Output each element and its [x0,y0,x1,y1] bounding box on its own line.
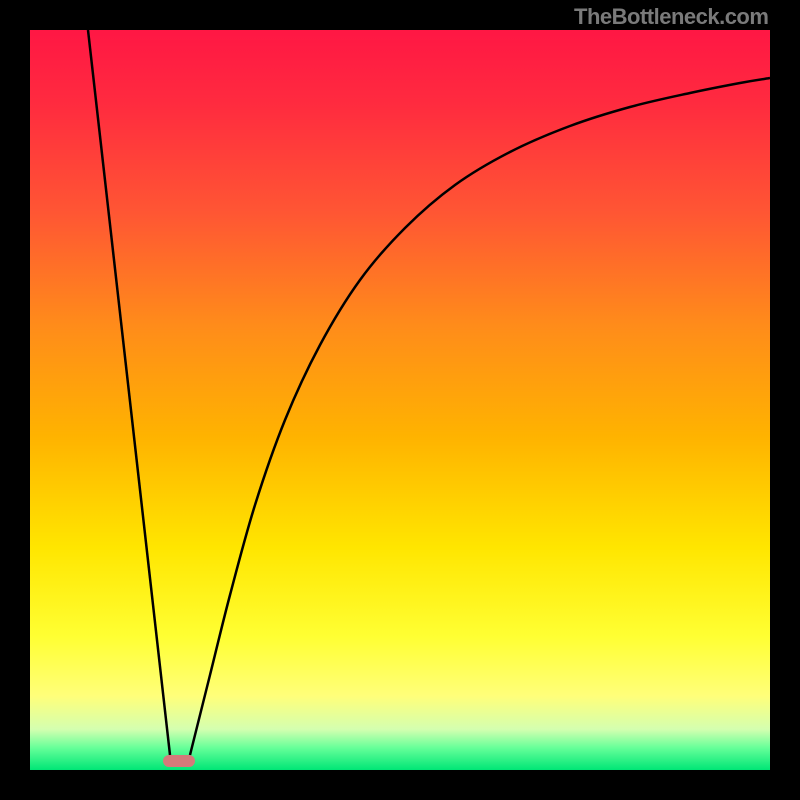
curve-right-branch [190,78,770,755]
bottom-marker [163,755,195,767]
curve-left-branch [88,30,170,755]
chart-svg-layer [0,0,800,800]
watermark-text: TheBottleneck.com [574,4,768,30]
